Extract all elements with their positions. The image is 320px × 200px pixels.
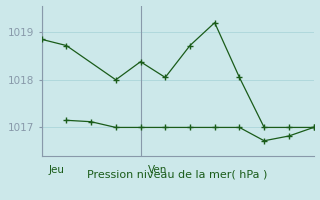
Text: Ven: Ven xyxy=(148,165,167,175)
X-axis label: Pression niveau de la mer( hPa ): Pression niveau de la mer( hPa ) xyxy=(87,170,268,180)
Text: Jeu: Jeu xyxy=(49,165,65,175)
